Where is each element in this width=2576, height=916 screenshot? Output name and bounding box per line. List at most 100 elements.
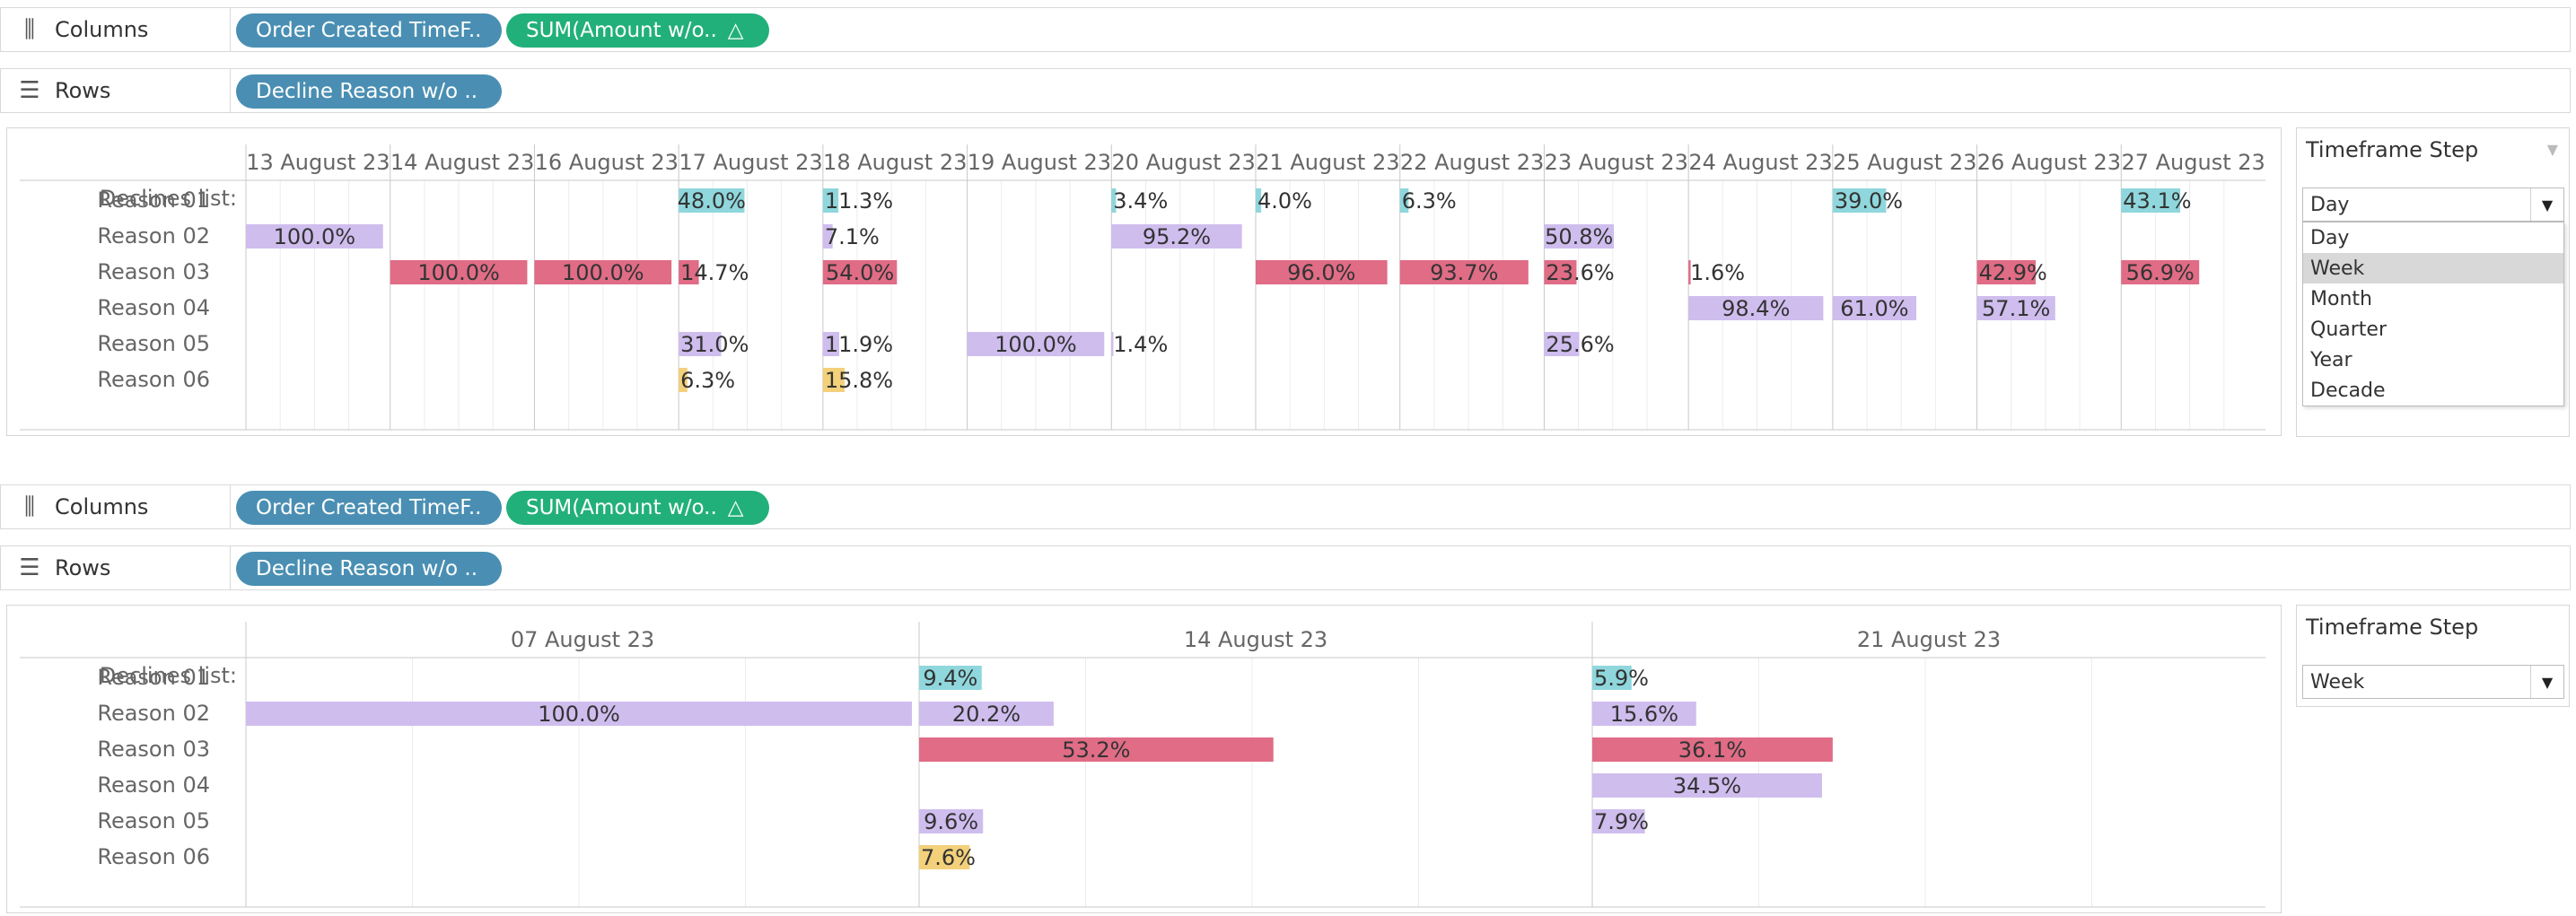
- bar-value-label: 4.0%: [1257, 188, 1312, 214]
- dropdown-value: Week: [2310, 670, 2365, 694]
- date-pill-text: Order Created TimeF..: [256, 19, 482, 42]
- rows-list-icon: ☰: [19, 77, 40, 104]
- amount-pill[interactable]: SUM(Amount w/o.. △: [506, 13, 769, 48]
- column-header: 21 August 23: [1256, 150, 1399, 175]
- date-pill[interactable]: Order Created TimeF..: [236, 13, 502, 48]
- column-header: 14 August 23: [390, 150, 534, 175]
- bar-value-label: 25.6%: [1546, 332, 1614, 357]
- bar-value-label: 23.6%: [1546, 260, 1614, 285]
- bar-value-label: 7.6%: [921, 845, 976, 870]
- timeframe-options-menu: Day Week Month Quarter Year Decade: [2302, 222, 2564, 406]
- delta-icon: △: [727, 496, 744, 519]
- bar-reason-03: [822, 260, 898, 284]
- bar-value-label: 100.0%: [994, 332, 1077, 357]
- chevron-down-icon[interactable]: ▼: [2530, 666, 2563, 698]
- column-header: 23 August 23: [1545, 150, 1688, 175]
- bar-value-label: 5.9%: [1594, 666, 1649, 691]
- bar-reason-01: [919, 666, 982, 690]
- rows-shelf-top[interactable]: ☰ Rows Decline Reason w/o ..: [0, 68, 2571, 113]
- bar-reason-03: [679, 260, 699, 284]
- option-day[interactable]: Day: [2310, 226, 2350, 249]
- option-decade[interactable]: Decade: [2310, 379, 2386, 402]
- row-label: Reason 02: [97, 701, 210, 726]
- bar-reason-06: [679, 368, 688, 392]
- option-week[interactable]: Week: [2303, 253, 2563, 284]
- rows-shelf-bottom[interactable]: ☰ Rows Decline Reason w/o ..: [0, 545, 2571, 590]
- column-header: 22 August 23: [1400, 150, 1544, 175]
- bar-reason-01: [2121, 188, 2181, 213]
- bar-value-label: 100.0%: [417, 260, 500, 285]
- columns-shelf-bottom[interactable]: ⫼ Columns Order Created TimeF.. SUM(Amou…: [0, 484, 2571, 529]
- bar-reason-05: [679, 332, 722, 356]
- bar-value-label: 9.4%: [923, 666, 977, 691]
- rows-list-icon: ☰: [19, 554, 40, 581]
- bar-value-label: 6.3%: [1402, 188, 1457, 214]
- row-label: Reason 06: [97, 844, 210, 869]
- option-month[interactable]: Month: [2310, 287, 2372, 310]
- row-label: Reason 04: [97, 772, 210, 798]
- column-header: 14 August 23: [1184, 627, 1327, 652]
- bar-reason-01: [1111, 188, 1117, 213]
- bar-value-label: 100.0%: [538, 702, 620, 727]
- option-year[interactable]: Year: [2310, 348, 2353, 371]
- option-quarter[interactable]: Quarter: [2310, 318, 2387, 341]
- bar-value-label: 100.0%: [562, 260, 644, 285]
- bar-reason-02: [1544, 224, 1615, 249]
- bar-reason-03: [1256, 260, 1388, 284]
- week-chart-area: Declines list: Reason 01 Reason 02 Reason 0…: [6, 605, 2282, 913]
- column-header: 26 August 23: [1977, 150, 2121, 175]
- bar-reason-05: [822, 332, 840, 356]
- bar-reason-01: [1399, 188, 1409, 213]
- bar-value-label: 11.3%: [825, 188, 893, 214]
- chevron-down-icon[interactable]: ▼: [2530, 188, 2563, 221]
- bar-reason-02: [246, 224, 383, 249]
- columns-shelf-label: ⫼ Columns: [1, 8, 231, 51]
- rows-label-text: Rows: [55, 78, 111, 103]
- bar-value-label: 61.0%: [1840, 296, 1908, 321]
- row-label: Reason 05: [97, 331, 210, 356]
- bar-value-label: 15.6%: [1610, 702, 1678, 727]
- timeframe-dropdown-bottom[interactable]: Week ▼: [2302, 665, 2564, 699]
- bar-reason-03: [2121, 260, 2200, 284]
- bar-reason-06: [919, 845, 970, 869]
- row-header-label: Declines list:: [100, 663, 237, 688]
- decline-reason-pill[interactable]: Decline Reason w/o ..: [236, 74, 502, 109]
- row-label: Reason 05: [97, 808, 210, 833]
- bar-reason-05: [1592, 809, 1645, 833]
- dropdown-value: Day: [2310, 193, 2350, 216]
- row-header-label: Declines list:: [100, 186, 237, 211]
- bar-reason-02: [1111, 224, 1242, 249]
- bar-reason-05: [967, 332, 1105, 356]
- bar-reason-03: [534, 260, 672, 284]
- columns-label-text: Columns: [55, 17, 149, 42]
- bar-value-label: 48.0%: [678, 188, 746, 214]
- bar-reason-03: [919, 737, 1274, 762]
- filter-title: Timeframe Step: [2306, 615, 2479, 640]
- columns-shelf-top[interactable]: ⫼ Columns Order Created TimeF.. SUM(Amou…: [0, 7, 2571, 52]
- filter-menu-caret-icon[interactable]: ▼: [2546, 141, 2558, 158]
- bar-reason-01: [1832, 188, 1887, 213]
- bar-reason-03: [1544, 260, 1577, 284]
- rows-shelf-label: ☰ Rows: [1, 69, 231, 112]
- amount-pill[interactable]: SUM(Amount w/o.. △: [506, 491, 769, 525]
- column-header: 07 August 23: [511, 627, 654, 652]
- bar-value-label: 1.4%: [1113, 332, 1168, 357]
- column-header: 16 August 23: [535, 150, 679, 175]
- columns-icon: ⫼: [24, 493, 35, 520]
- timeframe-filter-bottom: Timeframe Step Week ▼: [2296, 605, 2570, 707]
- decline-pill-text: Decline Reason w/o ..: [256, 80, 478, 103]
- column-header: 13 August 23: [246, 150, 390, 175]
- bar-value-label: 53.2%: [1062, 737, 1130, 763]
- bar-reason-01: [679, 188, 745, 213]
- bar-reason-02: [246, 702, 912, 726]
- bar-value-label: 42.9%: [1979, 260, 2047, 285]
- date-pill-text: Order Created TimeF..: [256, 496, 482, 519]
- week-chart: Declines list:Reason 01 Reason 02 Reason 0…: [20, 622, 2265, 908]
- bar-value-label: 56.9%: [2126, 260, 2195, 285]
- bar-value-label: 54.0%: [826, 260, 894, 285]
- rows-shelf-label: ☰ Rows: [1, 546, 231, 589]
- date-pill[interactable]: Order Created TimeF..: [236, 491, 502, 525]
- row-label: Reason 02: [97, 223, 210, 249]
- decline-reason-pill[interactable]: Decline Reason w/o ..: [236, 552, 502, 586]
- timeframe-dropdown-top[interactable]: Day ▼: [2302, 188, 2564, 222]
